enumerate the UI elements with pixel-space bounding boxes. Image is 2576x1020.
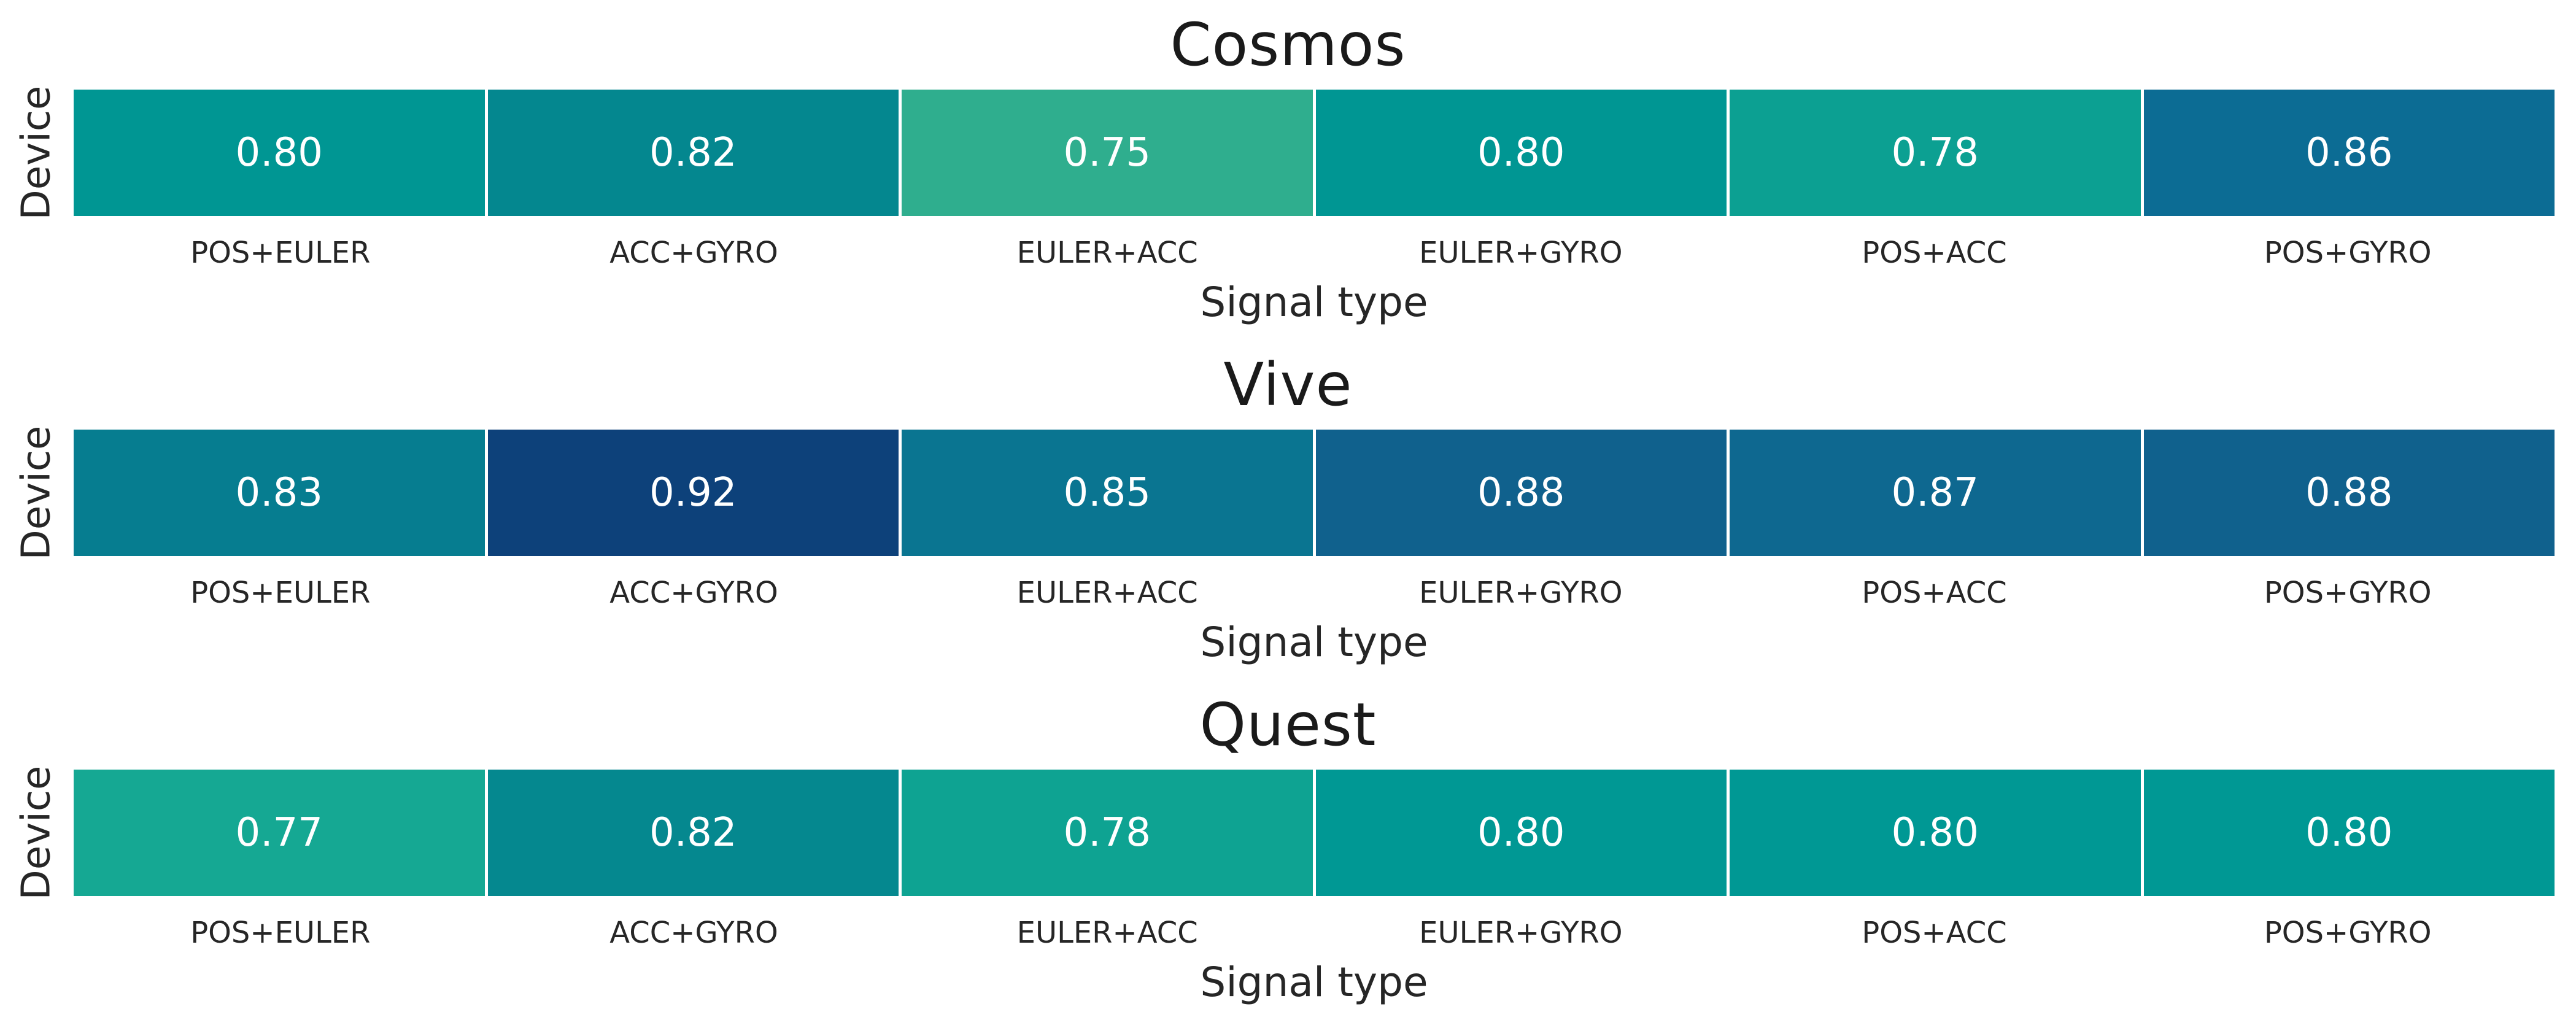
x-tick-label: ACC+GYRO <box>609 916 778 950</box>
heatmap-cell: 0.80 <box>2143 770 2555 896</box>
chart-title: Quest <box>1199 690 1377 759</box>
chart-cosmos: Cosmos Device 0.80 0.82 0.75 0.80 0.78 0… <box>0 0 2576 340</box>
plot-area: 0.83 0.92 0.85 0.88 0.87 0.88 POS+EULER … <box>74 430 2555 666</box>
chart-title: Vive <box>1223 350 1353 419</box>
x-tick-label: POS+ACC <box>1862 576 2007 610</box>
heatmap-cell: 0.80 <box>1315 770 1730 896</box>
x-tick-label: EULER+ACC <box>1016 576 1198 610</box>
heatmap-row: 0.83 0.92 0.85 0.88 0.87 0.88 <box>74 430 2555 556</box>
y-axis-label: Device <box>14 85 59 220</box>
heatmap-row: 0.80 0.82 0.75 0.80 0.78 0.86 <box>74 90 2555 216</box>
plot-area: 0.80 0.82 0.75 0.80 0.78 0.86 POS+EULER … <box>74 90 2555 326</box>
y-axis-label: Device <box>14 765 59 900</box>
heatmap-cell: 0.82 <box>487 90 902 216</box>
x-tick-label: EULER+ACC <box>1016 236 1198 270</box>
heatmap-cell: 0.83 <box>74 430 488 556</box>
x-tick-label: POS+GYRO <box>2264 576 2432 610</box>
heatmap-cell: 0.80 <box>74 90 488 216</box>
x-tick-label: ACC+GYRO <box>609 576 778 610</box>
chart-quest: Quest Device 0.77 0.82 0.78 0.80 0.80 0.… <box>0 680 2576 1020</box>
heatmap-cell: 0.88 <box>2143 430 2555 556</box>
x-tick-label: POS+ACC <box>1862 236 2007 270</box>
x-tick-row: POS+EULER ACC+GYRO EULER+ACC EULER+GYRO … <box>74 916 2555 950</box>
heatmap-cell: 0.75 <box>902 90 1316 216</box>
heatmap-cell: 0.92 <box>487 430 902 556</box>
heatmap-cell: 0.85 <box>902 430 1316 556</box>
y-axis-label: Device <box>14 425 59 560</box>
x-axis-label: Signal type <box>1200 959 1428 1006</box>
x-tick-label: POS+EULER <box>190 576 371 610</box>
x-tick-label: EULER+ACC <box>1016 916 1198 950</box>
heatmap-cell: 0.87 <box>1730 430 2144 556</box>
x-tick-label: ACC+GYRO <box>609 236 778 270</box>
plot-area: 0.77 0.82 0.78 0.80 0.80 0.80 POS+EULER … <box>74 770 2555 1006</box>
x-axis-label: Signal type <box>1200 279 1428 326</box>
y-axis-label-box: Device <box>0 426 72 560</box>
x-tick-label: EULER+GYRO <box>1419 236 1623 270</box>
heatmap-cell: 0.88 <box>1315 430 1730 556</box>
x-tick-label: POS+ACC <box>1862 916 2007 950</box>
heatmap-cell: 0.86 <box>2143 90 2555 216</box>
x-tick-label: POS+EULER <box>190 916 371 950</box>
y-axis-label-box: Device <box>0 86 72 220</box>
heatmap-cell: 0.80 <box>1315 90 1730 216</box>
heatmap-cell: 0.82 <box>487 770 902 896</box>
heatmap-cell: 0.78 <box>1730 90 2144 216</box>
x-tick-label: EULER+GYRO <box>1419 916 1623 950</box>
heatmap-cell: 0.77 <box>74 770 488 896</box>
heatmap-cell: 0.80 <box>1730 770 2144 896</box>
y-axis-label-box: Device <box>0 766 72 900</box>
x-tick-row: POS+EULER ACC+GYRO EULER+ACC EULER+GYRO … <box>74 236 2555 270</box>
x-tick-label: POS+EULER <box>190 236 371 270</box>
heatmap-row: 0.77 0.82 0.78 0.80 0.80 0.80 <box>74 770 2555 896</box>
x-tick-label: POS+GYRO <box>2264 916 2432 950</box>
x-tick-label: POS+GYRO <box>2264 236 2432 270</box>
chart-vive: Vive Device 0.83 0.92 0.85 0.88 0.87 0.8… <box>0 340 2576 680</box>
heatmap-cell: 0.78 <box>902 770 1316 896</box>
chart-title: Cosmos <box>1170 10 1406 79</box>
x-tick-row: POS+EULER ACC+GYRO EULER+ACC EULER+GYRO … <box>74 576 2555 610</box>
x-tick-label: EULER+GYRO <box>1419 576 1623 610</box>
x-axis-label: Signal type <box>1200 619 1428 666</box>
